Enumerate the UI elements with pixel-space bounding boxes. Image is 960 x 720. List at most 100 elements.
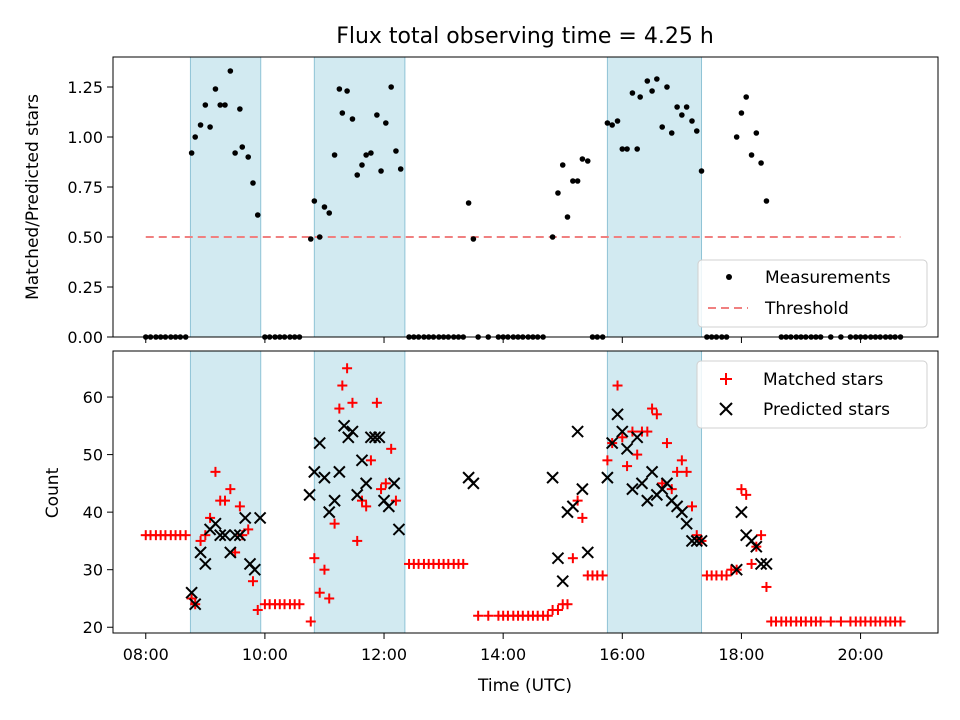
predicted-star-point (750, 540, 763, 553)
legend-label-threshold: Threshold (764, 299, 849, 319)
measurement-point (619, 146, 626, 152)
bottom-xtick-label: 20:00 (838, 645, 884, 664)
predicted-star-point (601, 471, 614, 484)
measurement-point (758, 160, 764, 166)
predicted-star-point (467, 477, 480, 490)
measurement-point (698, 168, 705, 174)
predicted-star-point (754, 557, 768, 571)
matched-star-point (483, 610, 494, 621)
measurement-point (254, 212, 261, 218)
predicted-star-point (337, 419, 351, 433)
matched-star-point (542, 610, 553, 621)
top-legend: Measurements Threshold (697, 259, 928, 328)
legend-label-predicted: Predicted stars (763, 400, 890, 420)
measurement-point (374, 112, 380, 118)
predicted-star-point (685, 534, 699, 548)
matched-star-point (361, 501, 372, 512)
measurement-point (232, 150, 238, 156)
measurement-point (227, 68, 234, 74)
predicted-star-point (248, 563, 261, 576)
bottom-ytick-label: 20 (83, 618, 103, 637)
predicted-star-point (626, 482, 639, 496)
predicted-star-point (387, 477, 401, 490)
predicted-star-point (760, 557, 773, 571)
measurement-point (659, 124, 666, 130)
measurement-point (188, 150, 195, 156)
measurement-point (250, 180, 256, 186)
legend-marker-measurements (726, 274, 732, 280)
matched-star-point (247, 576, 258, 587)
predicted-star-point (660, 477, 674, 490)
measurement-point (397, 166, 404, 172)
predicted-star-point (214, 528, 227, 542)
predicted-star-point (228, 528, 242, 542)
top-observing-window-2 (313, 56, 406, 338)
measurement-point (668, 130, 675, 136)
measurement-point (733, 134, 740, 140)
measurement-point (738, 110, 745, 116)
matched-star-point (473, 610, 484, 621)
matched-star-point (376, 484, 387, 495)
predicted-star-point (680, 517, 693, 530)
predicted-star-point (351, 488, 364, 502)
measurement-point (307, 236, 314, 242)
matched-star-point (825, 616, 836, 627)
matched-star-point (622, 461, 633, 472)
matched-star-point (736, 484, 747, 495)
measurement-point (363, 152, 369, 158)
predicted-star-point (675, 505, 689, 519)
measurement-point (609, 122, 615, 128)
legend-marker-matched (720, 373, 732, 385)
matched-star-point (380, 478, 391, 489)
bottom-xtick-label: 16:00 (599, 645, 645, 664)
bottom-panel: 20 30 40 50 60 08:00 10:00 12:00 14:00 16:00 18:0… (43, 350, 939, 696)
bottom-plot-frame (112, 350, 939, 634)
measurement-point (326, 210, 333, 216)
measurement-point (316, 234, 323, 240)
matched-star-point (672, 466, 683, 477)
predicted-star-point (576, 482, 589, 496)
measurement-point (222, 102, 228, 108)
bottom-legend: Matched stars Predicted stars (696, 360, 928, 429)
bottom-xtick-label: 14:00 (480, 645, 526, 664)
measurement-point (217, 102, 224, 108)
measurement-point (574, 178, 581, 184)
predicted-star-point (253, 511, 267, 525)
predicted-star-point (392, 523, 406, 536)
predicted-star-point (342, 431, 355, 444)
matched-star-point (602, 455, 613, 466)
matched-star-point (386, 443, 397, 454)
matched-star-point (661, 438, 672, 449)
predicted-star-point (551, 551, 565, 565)
predicted-star-point (730, 563, 743, 576)
matched-star-point (195, 535, 206, 546)
predicted-star-point (355, 454, 369, 467)
matched-star-point (756, 530, 767, 541)
matched-star-point (577, 512, 588, 523)
measurement-point (549, 234, 556, 240)
predicted-star-point (690, 534, 703, 548)
measurement-point (237, 106, 243, 112)
matched-star-point (309, 553, 320, 564)
measurement-point (197, 122, 204, 128)
measurement-point (649, 88, 655, 94)
matched-star-point (337, 380, 348, 391)
measurement-point (192, 134, 199, 140)
top-ytick-label: 1.00 (67, 128, 103, 147)
predicted-star-point (224, 546, 237, 559)
measurement-point (743, 94, 749, 100)
measurement-point (344, 88, 350, 94)
predicted-star-point (333, 465, 346, 479)
matched-star-point (632, 449, 643, 460)
matched-star-point (319, 564, 330, 575)
matched-star-point (225, 484, 236, 495)
measurement-point (383, 120, 389, 126)
matched-star-point (305, 616, 316, 627)
measurement-point (644, 78, 651, 84)
matched-star-point (314, 587, 325, 598)
bottom-xtick-label: 12:00 (361, 645, 407, 664)
predicted-star-point (188, 598, 202, 611)
top-plot-frame (112, 56, 939, 338)
predicted-star-point (303, 488, 316, 502)
